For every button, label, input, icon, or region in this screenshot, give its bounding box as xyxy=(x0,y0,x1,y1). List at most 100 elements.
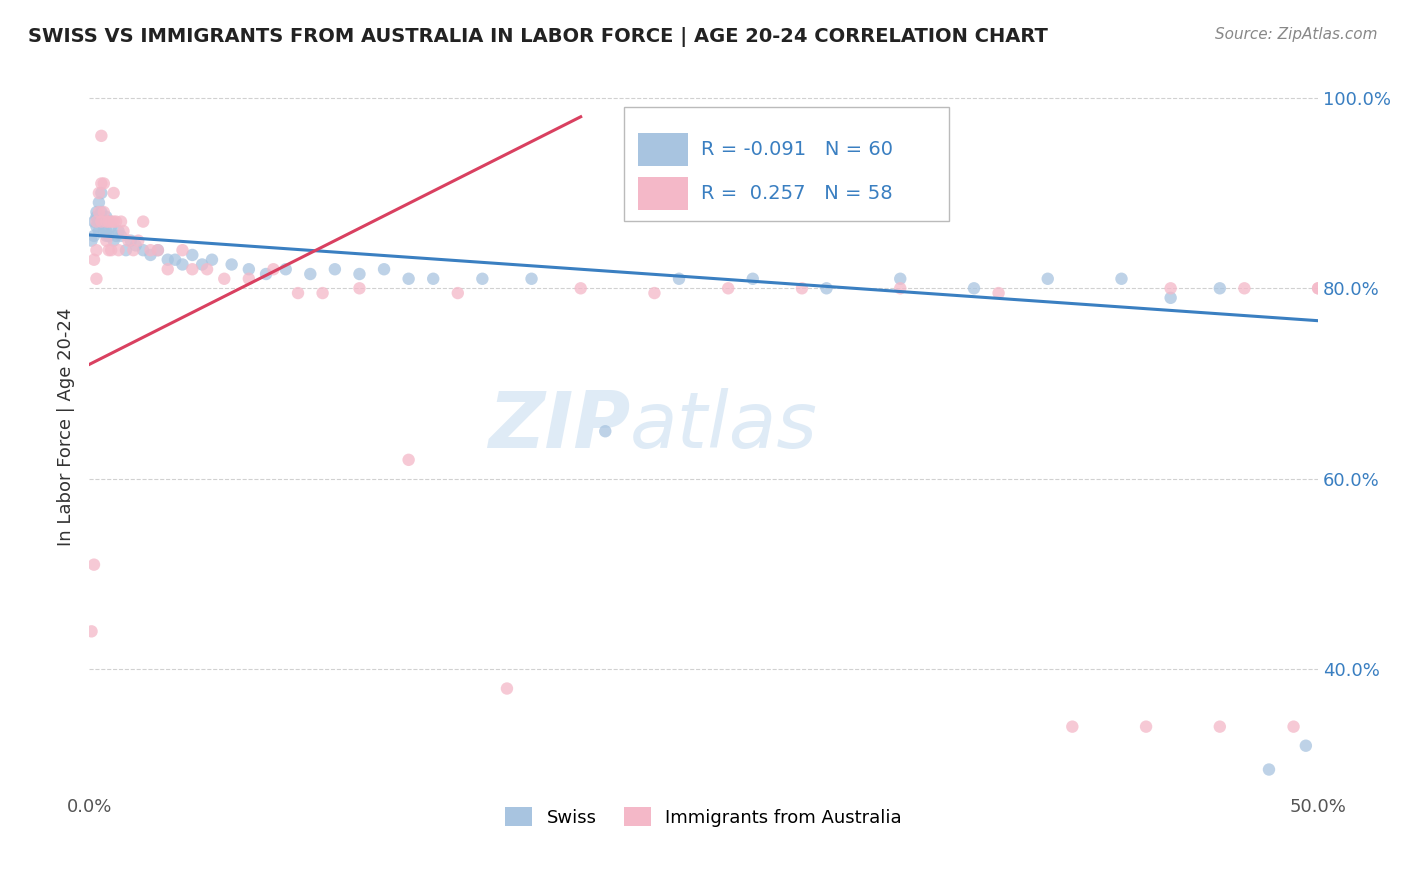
Point xyxy=(86,272,108,286)
Point xyxy=(287,286,309,301)
Point xyxy=(422,272,444,286)
Point xyxy=(201,252,224,267)
Point xyxy=(1111,272,1133,286)
Point xyxy=(1036,272,1059,286)
Point xyxy=(86,214,108,228)
Point xyxy=(1308,281,1330,295)
Point xyxy=(112,224,135,238)
Point xyxy=(90,214,112,228)
Text: Source: ZipAtlas.com: Source: ZipAtlas.com xyxy=(1215,27,1378,42)
Point xyxy=(181,248,204,262)
Point xyxy=(97,214,120,228)
Point xyxy=(96,214,118,228)
Point xyxy=(100,214,122,228)
Point xyxy=(214,272,236,286)
Point xyxy=(110,228,132,243)
Point xyxy=(117,234,139,248)
Point xyxy=(195,262,218,277)
Point xyxy=(311,286,333,301)
Text: R = -0.091   N = 60: R = -0.091 N = 60 xyxy=(702,140,893,159)
Point xyxy=(299,267,322,281)
Point xyxy=(274,262,297,277)
Point xyxy=(83,558,105,572)
Point xyxy=(97,228,120,243)
Point xyxy=(741,272,763,286)
Point xyxy=(93,177,115,191)
Point xyxy=(103,234,125,248)
Point xyxy=(373,262,395,277)
Point xyxy=(90,186,112,200)
Point xyxy=(349,267,371,281)
Point xyxy=(103,214,125,228)
Text: R =  0.257   N = 58: R = 0.257 N = 58 xyxy=(702,184,893,202)
Point xyxy=(96,224,118,238)
Point xyxy=(238,272,260,286)
Point xyxy=(83,214,105,228)
Point xyxy=(262,262,284,277)
Legend: Swiss, Immigrants from Australia: Swiss, Immigrants from Australia xyxy=(496,798,911,836)
Point xyxy=(97,214,120,228)
Point xyxy=(1209,720,1232,734)
Point xyxy=(86,219,108,234)
Point xyxy=(127,234,149,248)
Point xyxy=(398,272,420,286)
FancyBboxPatch shape xyxy=(638,177,688,210)
Point xyxy=(172,257,194,271)
Point xyxy=(643,286,665,301)
Point xyxy=(221,257,243,271)
Point xyxy=(139,248,162,262)
Point xyxy=(103,186,125,200)
Point xyxy=(83,228,105,243)
Point xyxy=(172,243,194,257)
Point xyxy=(1062,720,1084,734)
Point xyxy=(1233,281,1256,295)
Point xyxy=(1135,720,1157,734)
Point xyxy=(87,224,110,238)
Point xyxy=(110,214,132,228)
Point xyxy=(105,228,128,243)
Point xyxy=(238,262,260,277)
Point xyxy=(717,281,740,295)
Point xyxy=(963,281,986,295)
Point xyxy=(447,286,470,301)
Point xyxy=(1258,763,1281,777)
Point xyxy=(569,281,592,295)
Point xyxy=(1160,291,1182,305)
Point xyxy=(520,272,543,286)
Y-axis label: In Labor Force | Age 20-24: In Labor Force | Age 20-24 xyxy=(58,307,75,546)
Point xyxy=(87,195,110,210)
Point xyxy=(93,224,115,238)
Point xyxy=(86,205,108,219)
Point xyxy=(96,228,118,243)
Point xyxy=(156,262,179,277)
Point xyxy=(115,243,138,257)
Point xyxy=(100,219,122,234)
Point xyxy=(1308,281,1330,295)
Point xyxy=(122,243,145,257)
Point xyxy=(1282,720,1305,734)
Point xyxy=(815,281,838,295)
Point xyxy=(132,214,155,228)
Point xyxy=(349,281,371,295)
Point xyxy=(790,281,813,295)
Point xyxy=(120,234,142,248)
Point xyxy=(254,267,277,281)
Point xyxy=(191,257,214,271)
Point xyxy=(668,272,690,286)
Point xyxy=(93,205,115,219)
Point xyxy=(1209,281,1232,295)
FancyBboxPatch shape xyxy=(638,133,688,166)
Point xyxy=(80,624,103,639)
Point xyxy=(889,272,911,286)
Point xyxy=(323,262,346,277)
Point xyxy=(139,243,162,257)
Point xyxy=(93,214,115,228)
Point xyxy=(146,243,169,257)
Point xyxy=(125,238,148,252)
Point xyxy=(156,252,179,267)
Point xyxy=(471,272,494,286)
Point xyxy=(1295,739,1317,753)
Point xyxy=(87,214,110,228)
Point xyxy=(398,453,420,467)
Point xyxy=(96,210,118,224)
